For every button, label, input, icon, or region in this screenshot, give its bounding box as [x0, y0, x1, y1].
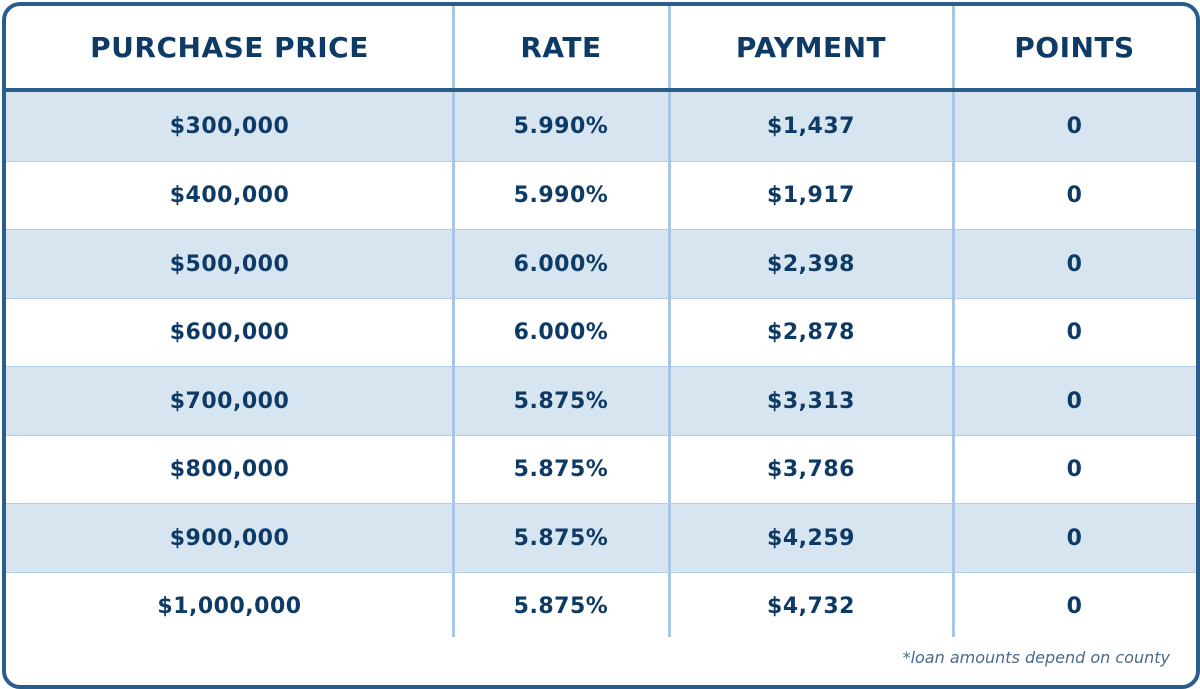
table-row: $300,000 5.990% $1,437 0: [6, 92, 1196, 161]
column-divider: [952, 6, 955, 637]
table-cell: 5.990%: [513, 113, 609, 139]
column-divider: [452, 6, 455, 637]
table-cell: 5.875%: [513, 594, 609, 620]
header-cell: PURCHASE PRICE: [90, 30, 369, 64]
table-cell: $4,732: [767, 594, 855, 620]
table-cell: 6.000%: [513, 320, 609, 346]
table-cell: $1,437: [767, 113, 855, 139]
table-cell: 0: [1066, 320, 1083, 346]
table-cell: $3,786: [767, 457, 855, 483]
table-cell: 5.875%: [513, 457, 609, 483]
table-cell: $1,917: [767, 183, 855, 209]
table-cell: $4,259: [767, 525, 855, 551]
table-cell: $300,000: [169, 113, 290, 139]
table-cell: 5.875%: [513, 525, 609, 551]
table-cell: 5.990%: [513, 183, 609, 209]
header-divider: [6, 88, 1196, 92]
table-cell: $800,000: [169, 457, 290, 483]
table-row: $900,000 5.875% $4,259 0: [6, 503, 1196, 573]
table-cell: 0: [1066, 594, 1083, 620]
table-cell: $500,000: [169, 251, 290, 277]
table-cell: $900,000: [169, 525, 290, 551]
table-row: $1,000,000 5.875% $4,732 0: [6, 571, 1196, 642]
table-cell: $2,398: [767, 251, 855, 277]
table-row: $700,000 5.875% $3,313 0: [6, 366, 1196, 436]
table-row: $600,000 6.000% $2,878 0: [6, 297, 1196, 368]
table-cell: 6.000%: [513, 251, 609, 277]
table-cell: 5.875%: [513, 388, 609, 414]
header-cell: PAYMENT: [735, 30, 887, 64]
table-cell: 0: [1066, 525, 1083, 551]
table-cell: $1,000,000: [157, 594, 302, 620]
table-cell: $600,000: [169, 320, 290, 346]
table-row: $500,000 6.000% $2,398 0: [6, 229, 1196, 299]
header-cell: POINTS: [1014, 30, 1135, 64]
column-divider: [668, 6, 671, 637]
table-cell: 0: [1066, 113, 1083, 139]
header-cell: RATE: [520, 30, 602, 64]
table-cell: $700,000: [169, 388, 290, 414]
table-row: $400,000 5.990% $1,917 0: [6, 160, 1196, 231]
table-cell: $2,878: [767, 320, 855, 346]
table-cell: 0: [1066, 457, 1083, 483]
table-row: $800,000 5.875% $3,786 0: [6, 434, 1196, 505]
table-cell: 0: [1066, 251, 1083, 277]
table-cell: 0: [1066, 388, 1083, 414]
table-cell: $400,000: [169, 183, 290, 209]
table-cell: $3,313: [767, 388, 855, 414]
footnote: *loan amounts depend on county: [902, 648, 1170, 667]
header-row: PURCHASE PRICE RATE PAYMENT POINTS: [6, 6, 1196, 88]
table-cell: 0: [1066, 183, 1083, 209]
